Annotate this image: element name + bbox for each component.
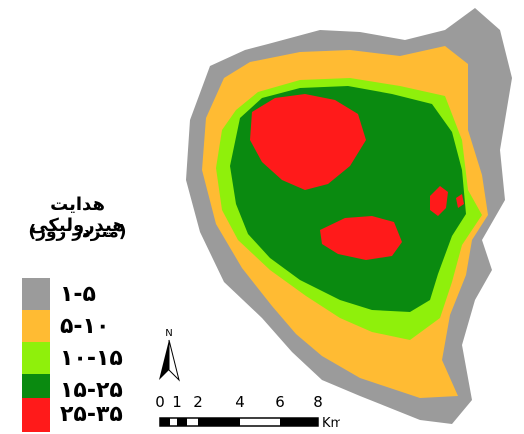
scale-tick-label: 6	[275, 393, 285, 411]
zone-25-35-north	[250, 94, 366, 190]
legend-item: ۱-۵	[22, 278, 162, 312]
scale-segment	[198, 418, 240, 426]
legend-item: ۵-۱۰	[22, 310, 162, 344]
scale-tick-label: 0	[155, 393, 165, 411]
legend-item: ۲۵-۳۵	[22, 398, 162, 432]
scale-segment	[160, 418, 170, 426]
legend-label: ۱۰-۱۵	[60, 346, 123, 371]
scale-tick-label: 1	[172, 393, 182, 411]
north-label: N	[165, 328, 172, 339]
north-arrow: N	[159, 328, 180, 382]
north-arrow-head-right	[168, 339, 180, 382]
legend-label: ۵-۱۰	[60, 314, 110, 339]
legend-label: ۱۵-۲۵	[60, 378, 123, 403]
legend-title: هدایت هیدرولیکی	[30, 194, 125, 236]
zone-25-35-east-small	[456, 194, 464, 208]
legend-subtitle: (متردر روز)	[28, 222, 127, 242]
legend-swatch	[22, 278, 50, 312]
scale-tick-label: 4	[235, 393, 245, 411]
scale-tick-label: 2	[193, 393, 203, 411]
legend-swatch	[22, 310, 50, 344]
legend-item: ۱۰-۱۵	[22, 342, 162, 376]
scale-unit: Km	[322, 416, 340, 430]
zone-25-35-south	[320, 216, 402, 260]
north-arrow-head	[159, 340, 169, 380]
scale-segment	[177, 418, 187, 426]
scale-bar: 0 1 2 4 6 8 Km	[155, 393, 340, 430]
scale-tick-label: 8	[313, 393, 323, 411]
zone-25-35-east	[430, 186, 448, 216]
legend-label: ۱-۵	[60, 282, 96, 307]
legend-swatch	[22, 398, 50, 432]
legend-label: ۲۵-۳۵	[60, 402, 123, 427]
legend-swatch	[22, 342, 50, 376]
scale-segment	[280, 418, 318, 426]
